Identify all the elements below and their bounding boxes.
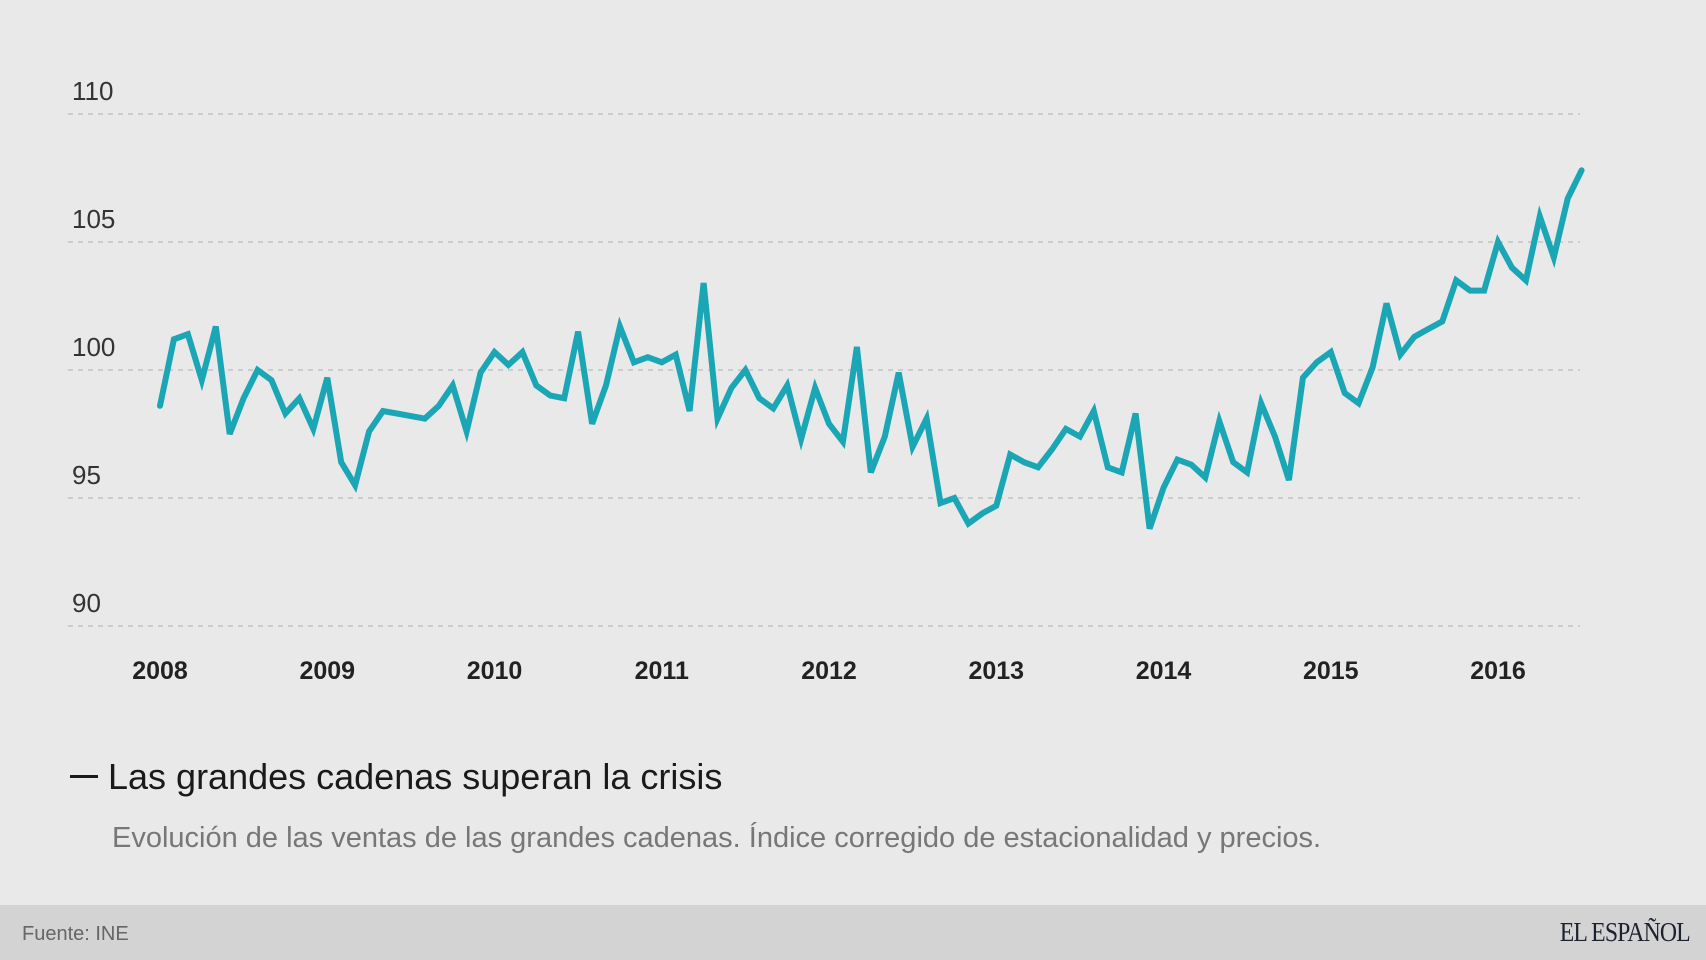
footer: Fuente: INE EL ESPAÑOL: [0, 905, 1706, 960]
source-label: Fuente: INE: [22, 923, 129, 945]
y-tick-label: 100: [72, 332, 115, 362]
y-tick-label: 105: [72, 204, 115, 234]
x-tick-label: 2012: [801, 657, 857, 685]
chart-title: Las grandes cadenas superan la crisis: [70, 756, 722, 798]
x-tick-label: 2015: [1303, 657, 1359, 685]
x-tick-label: 2009: [299, 657, 355, 685]
x-tick-label: 2016: [1470, 657, 1526, 685]
title-dash-icon: [70, 774, 98, 778]
x-tick-label: 2008: [132, 657, 188, 685]
chart-subtitle: Evolución de las ventas de las grandes c…: [112, 822, 1322, 854]
x-axis: 2008 2009 2010 2011 2012 2013 2014 2015 2016: [132, 657, 1526, 685]
x-tick-label: 2014: [1136, 657, 1192, 685]
series-line: [157, 167, 1585, 530]
y-tick-label: 95: [72, 460, 101, 490]
gridlines: [68, 113, 1580, 627]
x-tick-label: 2011: [635, 657, 689, 685]
x-tick-label: 2010: [467, 657, 523, 685]
y-tick-label: 90: [72, 588, 101, 618]
y-tick-label: 110: [72, 76, 113, 106]
el-espanol-logo: EL ESPAÑOL: [1559, 917, 1691, 947]
y-axis: 90 95 100 105 110: [72, 76, 115, 618]
x-tick-label: 2013: [968, 657, 1024, 685]
chart-title-text: Las grandes cadenas superan la crisis: [108, 756, 723, 797]
